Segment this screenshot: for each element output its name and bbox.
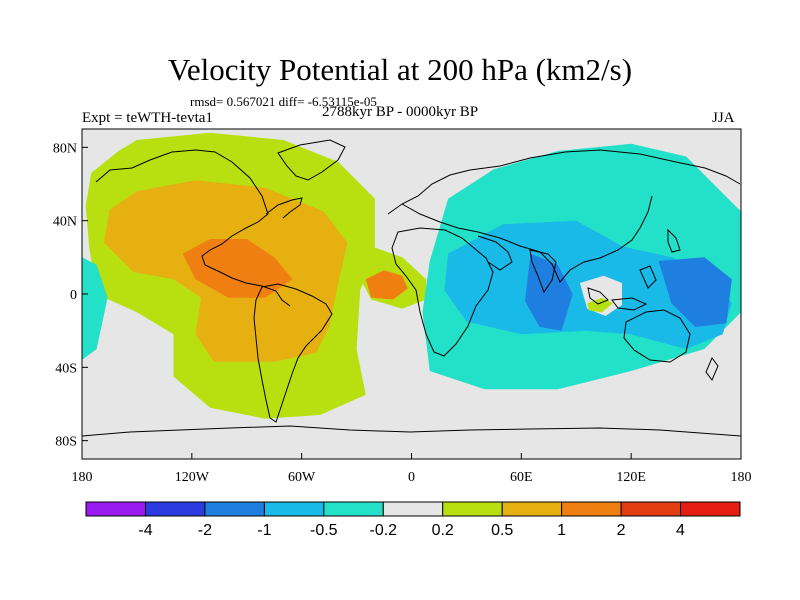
colorbar: -4 -2 -1 -0.5 -0.2 0.2 0.5 1 2 4 (85, 501, 741, 539)
x-tick-label: 0 (408, 470, 415, 485)
y-tick-label: 80S (55, 435, 77, 450)
y-axis: 80N 40N 0 40S 80S (53, 141, 88, 450)
region-positive-blob-indonesia (587, 297, 613, 313)
x-tick-label: 180 (72, 470, 93, 485)
experiment-label: Expt = teWTH-tevta1 (82, 110, 213, 126)
colorbar-swatch (85, 501, 146, 517)
colorbar-label: -1 (257, 522, 271, 539)
region-positive-core-east (365, 270, 408, 300)
season-label: JJA (712, 110, 735, 126)
colorbar-label: 4 (676, 522, 685, 539)
colorbar-label: 1 (557, 522, 566, 539)
colorbar-swatch (620, 501, 682, 517)
colorbar-label: 0.2 (432, 522, 454, 539)
chart-stats: rmsd= 0.567021 diff= -6.53115e-05 (190, 94, 377, 109)
colorbar-swatch (680, 501, 741, 517)
region-positive-core-west (182, 239, 293, 298)
y-tick-label: 40N (53, 215, 77, 230)
chart-title: Velocity Potential at 200 hPa (km2/s) (167, 52, 633, 87)
x-tick-label: 120E (616, 470, 646, 485)
colorbar-swatch (263, 501, 325, 517)
region-negative-west-lobe (82, 257, 108, 360)
x-tick-label: 180 (731, 470, 752, 485)
colorbar-label: -4 (138, 522, 152, 539)
contour-regions (82, 132, 741, 419)
y-tick-label: 0 (70, 288, 77, 303)
colorbar-swatch (501, 501, 563, 517)
y-tick-label: 80N (53, 141, 77, 156)
colorbar-swatch (382, 501, 444, 517)
colorbar-swatch (442, 501, 503, 517)
x-tick-label: 120W (175, 470, 210, 485)
period-label: 2788kyr BP - 0000kyr BP (322, 104, 479, 120)
x-axis: 180 120W 60W 0 60E 120E 180 (72, 453, 752, 485)
coastlines (82, 139, 741, 437)
colorbar-swatch (204, 501, 265, 517)
colorbar-label: -2 (198, 522, 212, 539)
colorbar-label: 2 (617, 522, 626, 539)
colorbar-label: 0.5 (491, 522, 513, 539)
x-tick-label: 60W (288, 470, 316, 485)
colorbar-label: -0.5 (310, 522, 338, 539)
colorbar-swatch (323, 501, 384, 517)
y-tick-label: 40S (55, 361, 77, 376)
colorbar-label: -0.2 (370, 522, 398, 539)
region-negative-core-pacific (658, 257, 732, 327)
colorbar-swatch (145, 501, 206, 517)
x-tick-label: 60E (510, 470, 533, 485)
colorbar-swatch (561, 501, 622, 517)
